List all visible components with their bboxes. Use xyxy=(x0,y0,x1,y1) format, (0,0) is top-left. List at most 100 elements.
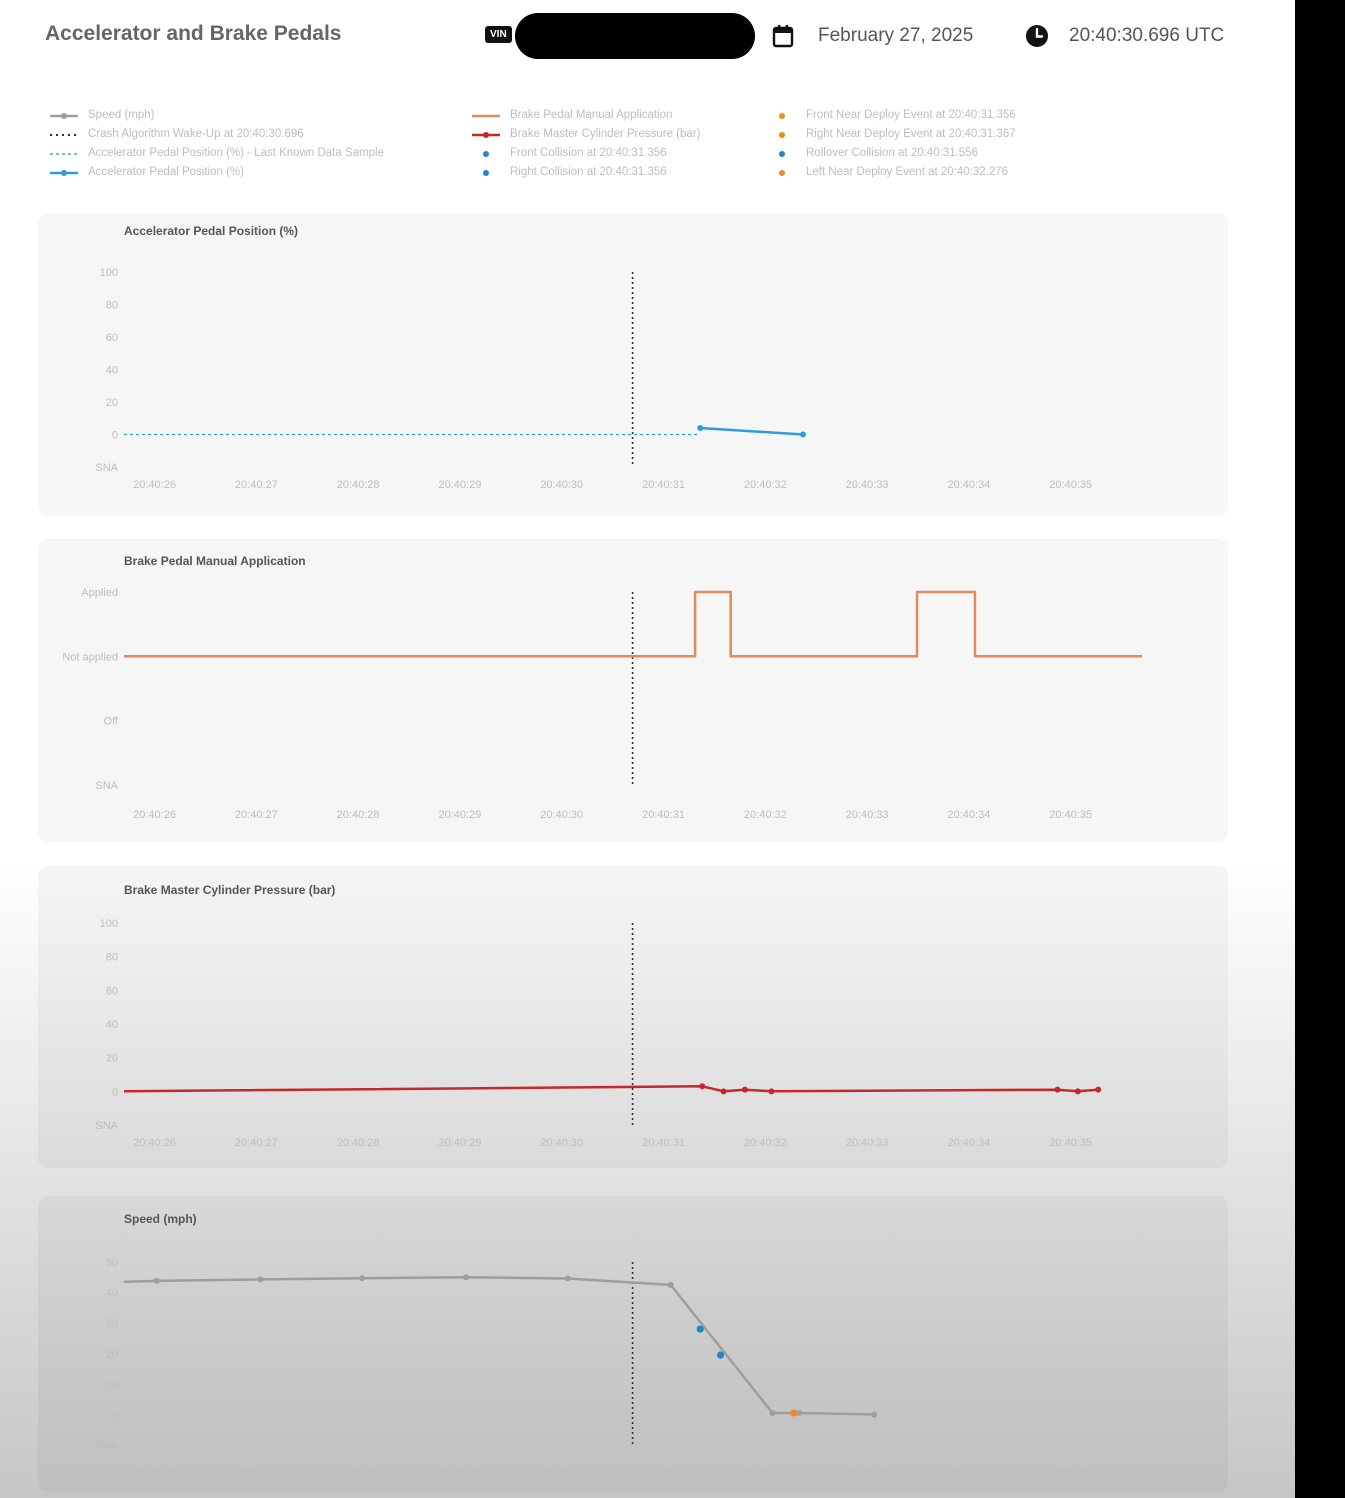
x-tick-label: 20:40:27 xyxy=(235,1467,278,1479)
x-tick-label: 20:40:33 xyxy=(846,809,889,821)
legend-item-rollover-collision: Rollover Collision at 20:40:31.556 xyxy=(779,147,978,159)
y-tick-label: 80 xyxy=(106,300,118,312)
y-tick-label: SNA xyxy=(95,462,118,474)
x-tick-label: 20:40:35 xyxy=(1049,809,1092,821)
x-tick-label: 20:40:31 xyxy=(642,1137,685,1149)
data-point xyxy=(768,1088,775,1095)
chart-title: Brake Master Cylinder Pressure (bar) xyxy=(124,883,335,897)
y-tick-label: 60 xyxy=(106,985,118,997)
y-tick-label: 100 xyxy=(100,918,118,930)
x-tick-label: 20:40:26 xyxy=(133,1137,176,1149)
legend-label: Brake Master Cylinder Pressure (bar) xyxy=(510,128,701,140)
y-tick-label: 20 xyxy=(106,1349,118,1361)
y-tick-label: 40 xyxy=(106,1288,118,1300)
chart-panel-accelerator: Accelerator Pedal Position (%) SNA 0 20 40 60… xyxy=(38,213,1228,516)
x-tick-label: 20:40:26 xyxy=(133,809,176,821)
data-point xyxy=(699,1083,706,1090)
x-tick-label: 20:40:33 xyxy=(846,1137,889,1149)
page-title: Accelerator and Brake Pedals xyxy=(45,22,342,45)
x-tick-label: 20:40:34 xyxy=(948,1467,991,1479)
data-point xyxy=(564,1275,571,1282)
series-line xyxy=(123,1085,1099,1093)
x-tick-label: 20:40:29 xyxy=(439,809,482,821)
vin-redaction xyxy=(515,13,755,59)
data-point xyxy=(871,1411,878,1418)
chart-brake-master-cylinder-pressure: Brake Master Cylinder Pressure (bar) SNA 0… xyxy=(95,883,1102,1149)
y-tick-label: 40 xyxy=(106,1019,118,1031)
legend-label: Front Collision at 20:40:31.356 xyxy=(510,147,667,159)
y-tick-label: 30 xyxy=(106,1318,118,1330)
chart-title: Brake Pedal Manual Application xyxy=(124,554,306,568)
legend-swatch xyxy=(50,134,78,136)
x-tick-label: 20:40:35 xyxy=(1049,1467,1092,1479)
y-tick-label: Not applied xyxy=(62,651,118,663)
y-tick-label: 0 xyxy=(112,1410,118,1422)
x-tick-label: 20:40:35 xyxy=(1049,479,1092,491)
data-point xyxy=(1074,1088,1081,1095)
y-tick-label: 100 xyxy=(100,267,118,279)
data-point xyxy=(1095,1086,1102,1093)
event-marker xyxy=(696,1325,704,1333)
data-point xyxy=(769,1409,776,1416)
data-point xyxy=(800,431,807,438)
legend-item-right-collision: Right Collision at 20:40:31.356 xyxy=(483,166,667,178)
x-tick-label: 20:40:32 xyxy=(744,1467,787,1479)
y-tick-label: Applied xyxy=(81,587,118,599)
legend-dot xyxy=(779,113,785,119)
y-tick-label: 80 xyxy=(106,952,118,964)
legend-label: Accelerator Pedal Position (%) xyxy=(88,166,244,178)
chart-accelerator-pedal-position: Accelerator Pedal Position (%) SNA 0 20 40 60… xyxy=(95,224,1092,491)
x-tick-label: 20:40:30 xyxy=(540,1467,583,1479)
x-tick-label: 20:40:31 xyxy=(642,479,685,491)
series-line xyxy=(700,426,804,436)
legend-item-right-near-deploy: Right Near Deploy Event at 20:40:31.367 xyxy=(779,128,1016,140)
y-tick-label: Off xyxy=(104,716,119,728)
legend-label: Accelerator Pedal Position (%) - Last Kn… xyxy=(88,147,384,159)
legend-label: Right Near Deploy Event at 20:40:31.367 xyxy=(806,128,1016,140)
x-tick-label: 20:40:27 xyxy=(235,1137,278,1149)
x-tick-label: 20:40:32 xyxy=(744,1137,787,1149)
legend-item-front-collision: Front Collision at 20:40:31.356 xyxy=(483,147,667,159)
legend-label: Crash Algorithm Wake-Up at 20:40:30.696 xyxy=(88,128,304,140)
data-point xyxy=(697,425,704,431)
legend-label: Front Near Deploy Event at 20:40:31.356 xyxy=(806,109,1016,121)
y-tick-label: 20 xyxy=(106,397,118,409)
legend-item-brake-application: Brake Pedal Manual Application xyxy=(472,109,673,121)
chart-title: Accelerator Pedal Position (%) xyxy=(124,224,298,238)
x-tick-label: 20:40:31 xyxy=(642,1467,685,1479)
legend-swatch xyxy=(50,153,78,155)
legend-item-front-near-deploy: Front Near Deploy Event at 20:40:31.356 xyxy=(779,109,1016,121)
data-point xyxy=(1054,1086,1061,1093)
legend-label: Brake Pedal Manual Application xyxy=(510,109,673,121)
x-tick-label: 20:40:34 xyxy=(948,809,991,821)
calendar-icon xyxy=(772,24,794,53)
legend-label: Right Collision at 20:40:31.356 xyxy=(510,166,667,178)
x-tick-label: 20:40:28 xyxy=(337,809,380,821)
series-line xyxy=(124,590,1142,658)
data-point xyxy=(741,1086,748,1093)
data-point xyxy=(257,1276,264,1283)
x-tick-label: 20:40:34 xyxy=(948,1137,991,1149)
chart-speed: Speed (mph) SNA 0 10 20 30 40 50 20:40:26 20:40:2… xyxy=(95,1212,1092,1479)
series-line xyxy=(123,1276,875,1416)
legend-item-left-near-deploy: Left Near Deploy Event at 20:40:32.276 xyxy=(779,166,1008,178)
chart-brake-pedal-application: Brake Pedal Manual Application SNA Off Not … xyxy=(62,554,1142,821)
legend-item-accelerator: Accelerator Pedal Position (%) xyxy=(50,166,244,178)
legend-dot xyxy=(483,151,489,157)
legend-item-crash-wakeup: Crash Algorithm Wake-Up at 20:40:30.696 xyxy=(50,128,304,140)
y-tick-label: 40 xyxy=(106,365,118,377)
x-tick-label: 20:40:34 xyxy=(948,479,991,491)
x-tick-label: 20:40:31 xyxy=(642,809,685,821)
x-tick-label: 20:40:35 xyxy=(1049,1137,1092,1149)
y-tick-label: 20 xyxy=(106,1053,118,1065)
x-tick-label: 20:40:29 xyxy=(439,479,482,491)
chart-title: Speed (mph) xyxy=(124,1212,197,1226)
event-marker xyxy=(790,1409,798,1417)
chart-panel-brake-application: Brake Pedal Manual Application SNA Off Not … xyxy=(38,539,1228,842)
data-point xyxy=(795,1409,802,1416)
y-tick-label: 10 xyxy=(106,1379,118,1391)
legend-label: Rollover Collision at 20:40:31.556 xyxy=(806,147,978,159)
data-point xyxy=(153,1277,160,1284)
legend-swatch xyxy=(472,132,500,138)
right-edge-bar xyxy=(1295,0,1345,1498)
